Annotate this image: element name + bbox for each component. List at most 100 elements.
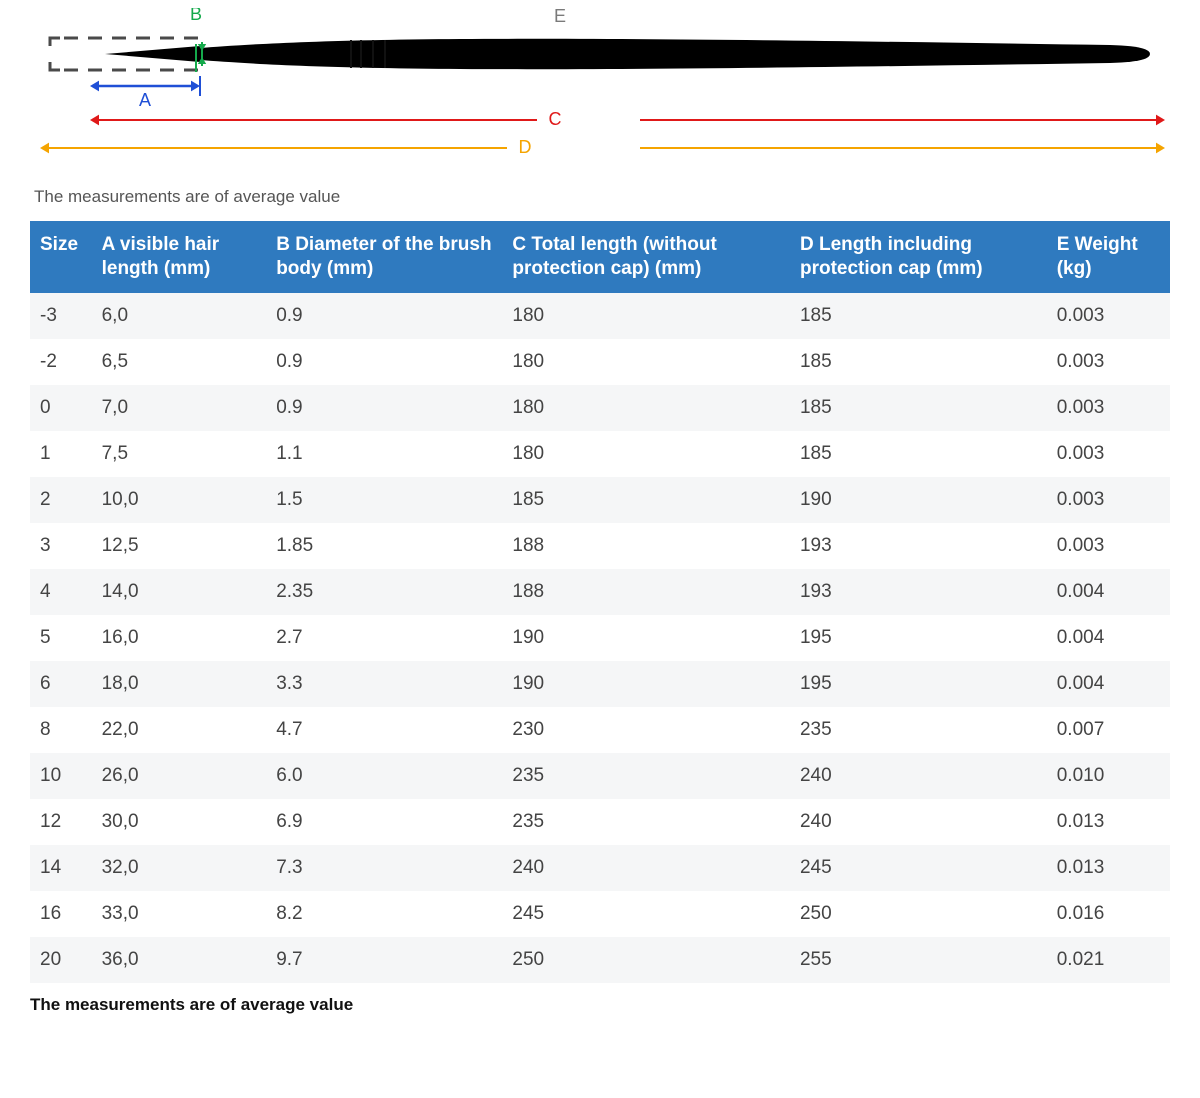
cell: 6 <box>30 661 92 707</box>
cell: -2 <box>30 339 92 385</box>
cell: 9.7 <box>266 937 502 983</box>
cell: 6,5 <box>92 339 267 385</box>
cell: 185 <box>502 477 790 523</box>
cell: 0.003 <box>1047 385 1170 431</box>
cell: 0.016 <box>1047 891 1170 937</box>
cell: 0.004 <box>1047 661 1170 707</box>
cell: 16,0 <box>92 615 267 661</box>
svg-text:A: A <box>139 90 151 110</box>
cell: 0.021 <box>1047 937 1170 983</box>
svg-text:D: D <box>519 137 532 157</box>
cell: 0.9 <box>266 339 502 385</box>
col-header-5: E Weight (kg) <box>1047 221 1170 293</box>
cell: 8.2 <box>266 891 502 937</box>
svg-text:E: E <box>554 8 566 26</box>
cell: 2.7 <box>266 615 502 661</box>
cell: 0.013 <box>1047 845 1170 891</box>
cell: 8 <box>30 707 92 753</box>
table-row: 1230,06.92352400.013 <box>30 799 1170 845</box>
cell: 195 <box>790 661 1047 707</box>
cell: 185 <box>790 431 1047 477</box>
cell: 190 <box>790 477 1047 523</box>
cell: 6.9 <box>266 799 502 845</box>
cell: 230 <box>502 707 790 753</box>
cell: 0.9 <box>266 293 502 339</box>
footnote: The measurements are of average value <box>30 995 1170 1015</box>
table-row: 618,03.31901950.004 <box>30 661 1170 707</box>
cell: 240 <box>790 799 1047 845</box>
cell: 185 <box>790 339 1047 385</box>
cell: 5 <box>30 615 92 661</box>
cell: 0.003 <box>1047 477 1170 523</box>
table-row: 312,51.851881930.003 <box>30 523 1170 569</box>
svg-text:C: C <box>549 109 562 129</box>
cell: 250 <box>790 891 1047 937</box>
cell: 185 <box>790 385 1047 431</box>
col-header-4: D Length including protection cap (mm) <box>790 221 1047 293</box>
cell: -3 <box>30 293 92 339</box>
diagram-svg: BACDE <box>30 8 1170 178</box>
cell: 235 <box>502 753 790 799</box>
col-header-3: C Total length (without protection cap) … <box>502 221 790 293</box>
cell: 245 <box>502 891 790 937</box>
cell: 0.9 <box>266 385 502 431</box>
table-body: -36,00.91801850.003-26,50.91801850.00307… <box>30 293 1170 983</box>
cell: 18,0 <box>92 661 267 707</box>
col-header-1: A visible hair length (mm) <box>92 221 267 293</box>
cell: 22,0 <box>92 707 267 753</box>
cell: 0.004 <box>1047 615 1170 661</box>
table-row: -26,50.91801850.003 <box>30 339 1170 385</box>
table-row: 07,00.91801850.003 <box>30 385 1170 431</box>
cell: 0.010 <box>1047 753 1170 799</box>
table-row: 1633,08.22452500.016 <box>30 891 1170 937</box>
cell: 195 <box>790 615 1047 661</box>
cell: 235 <box>790 707 1047 753</box>
brush-diagram: BACDE <box>30 8 1170 183</box>
table-header: SizeA visible hair length (mm)B Diameter… <box>30 221 1170 293</box>
cell: 180 <box>502 293 790 339</box>
cell: 1.5 <box>266 477 502 523</box>
cell: 7,5 <box>92 431 267 477</box>
cell: 0.004 <box>1047 569 1170 615</box>
cell: 26,0 <box>92 753 267 799</box>
cell: 10 <box>30 753 92 799</box>
cell: 240 <box>502 845 790 891</box>
cell: 2.35 <box>266 569 502 615</box>
cell: 7,0 <box>92 385 267 431</box>
measurements-table: SizeA visible hair length (mm)B Diameter… <box>30 221 1170 983</box>
table-row: 2036,09.72502550.021 <box>30 937 1170 983</box>
cell: 1.1 <box>266 431 502 477</box>
cell: 4 <box>30 569 92 615</box>
cell: 190 <box>502 661 790 707</box>
cell: 14,0 <box>92 569 267 615</box>
cell: 1.85 <box>266 523 502 569</box>
cell: 0 <box>30 385 92 431</box>
cell: 240 <box>790 753 1047 799</box>
cell: 1 <box>30 431 92 477</box>
table-row: -36,00.91801850.003 <box>30 293 1170 339</box>
cell: 33,0 <box>92 891 267 937</box>
cell: 0.003 <box>1047 523 1170 569</box>
col-header-0: Size <box>30 221 92 293</box>
cell: 0.003 <box>1047 339 1170 385</box>
cell: 193 <box>790 569 1047 615</box>
cell: 188 <box>502 523 790 569</box>
cell: 36,0 <box>92 937 267 983</box>
cell: 180 <box>502 431 790 477</box>
cell: 185 <box>790 293 1047 339</box>
cell: 6.0 <box>266 753 502 799</box>
col-header-2: B Diameter of the brush body (mm) <box>266 221 502 293</box>
cell: 32,0 <box>92 845 267 891</box>
cell: 180 <box>502 385 790 431</box>
cell: 10,0 <box>92 477 267 523</box>
cell: 3 <box>30 523 92 569</box>
cell: 235 <box>502 799 790 845</box>
diagram-caption: The measurements are of average value <box>34 187 1170 207</box>
cell: 188 <box>502 569 790 615</box>
cell: 0.013 <box>1047 799 1170 845</box>
table-row: 1432,07.32402450.013 <box>30 845 1170 891</box>
cell: 0.007 <box>1047 707 1170 753</box>
cell: 190 <box>502 615 790 661</box>
table-row: 1026,06.02352400.010 <box>30 753 1170 799</box>
page: BACDE The measurements are of average va… <box>0 0 1200 1045</box>
